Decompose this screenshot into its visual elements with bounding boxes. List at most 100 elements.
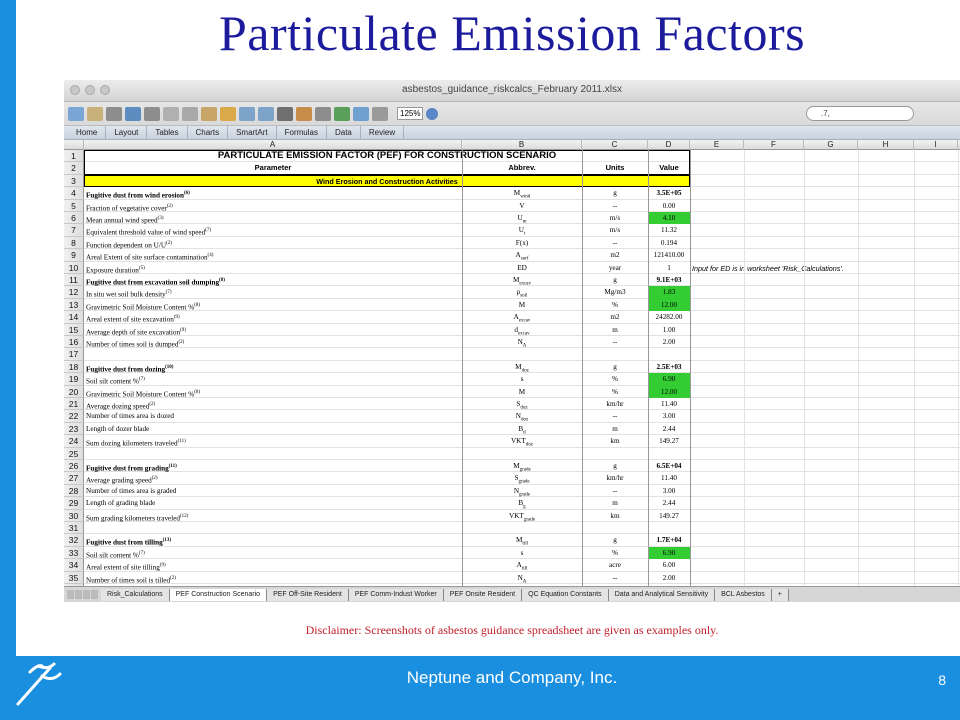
units-cell[interactable]: % <box>612 375 618 384</box>
units-cell[interactable]: g <box>613 362 617 371</box>
close-window-button[interactable] <box>70 85 80 95</box>
units-cell[interactable]: g <box>613 189 617 198</box>
units-cell[interactable]: g <box>613 276 617 284</box>
parameter-cell[interactable]: Gravimetric Soil Moisture Content %(8) <box>86 302 201 312</box>
row-header[interactable]: 16 <box>64 336 84 349</box>
abbrev-cell[interactable]: Mgrade <box>513 462 531 473</box>
ribbon-tab-smartart[interactable]: SmartArt <box>228 125 277 140</box>
abbrev-cell[interactable]: Mtill <box>516 536 528 547</box>
abbrev-cell[interactable]: s <box>520 548 524 557</box>
column-header-f[interactable]: F <box>744 140 804 150</box>
minimize-window-button[interactable] <box>85 85 95 95</box>
cut-icon[interactable] <box>163 106 179 121</box>
toolbox-icon[interactable] <box>353 106 369 121</box>
value-cell[interactable]: 11.32 <box>661 226 677 235</box>
row-header[interactable]: 18 <box>64 360 84 374</box>
abbrev-cell[interactable]: NA <box>517 573 527 585</box>
units-cell[interactable]: -- <box>612 238 618 247</box>
parameter-cell[interactable]: Fugitive dust from dozing(10) <box>86 364 174 374</box>
row-header[interactable]: 5 <box>64 199 84 212</box>
row-header[interactable]: 10 <box>64 261 84 274</box>
row-header[interactable]: 8 <box>64 236 84 250</box>
abbrev-cell[interactable]: Mdoz <box>515 362 529 374</box>
abbrev-cell[interactable]: Ndoz <box>515 412 529 423</box>
abbrev-cell[interactable]: s <box>520 375 524 384</box>
row-header[interactable]: 9 <box>64 249 84 262</box>
row-header[interactable]: 27 <box>64 472 84 485</box>
abbrev-cell[interactable]: Um <box>517 214 527 225</box>
parameter-cell[interactable]: Soil silt content %(7) <box>86 377 145 386</box>
abbrev-cell[interactable]: Mexcav <box>512 276 532 287</box>
units-cell[interactable]: -- <box>612 573 618 582</box>
new-doc-icon[interactable] <box>68 106 84 121</box>
parameter-cell[interactable]: Number of times soil is dumped(2) <box>86 340 185 349</box>
row-header[interactable]: 14 <box>64 311 84 324</box>
value-cell[interactable]: 1.83 <box>648 286 690 299</box>
row-header[interactable]: 34 <box>64 559 84 572</box>
abbrev-cell[interactable]: Sgrade <box>514 474 530 485</box>
units-cell[interactable]: year <box>608 263 622 272</box>
parameter-cell[interactable]: Exposure duration(5) <box>86 265 145 274</box>
abbrev-cell[interactable]: ED <box>517 263 527 272</box>
abbrev-cell[interactable]: Atill <box>516 561 528 572</box>
row-header[interactable]: 3 <box>64 174 84 188</box>
row-header[interactable]: 1 <box>64 150 84 163</box>
redo-icon[interactable] <box>258 106 274 121</box>
sheet-tab[interactable]: Risk_Calculations <box>101 588 170 601</box>
row-header[interactable]: 12 <box>64 286 84 299</box>
format-icon[interactable] <box>220 106 236 121</box>
parameter-cell[interactable]: Gravimetric Soil Moisture Content %(8) <box>86 389 201 398</box>
units-cell[interactable]: -- <box>612 338 618 346</box>
units-cell[interactable]: m <box>612 424 618 433</box>
sheet-tab[interactable]: PEF Off-Site Resident <box>267 588 349 601</box>
parameter-cell[interactable]: Number of times soil is tilled(2) <box>86 575 176 584</box>
next-sheet-button[interactable] <box>83 590 90 599</box>
value-cell[interactable]: 6.00 <box>662 561 676 570</box>
column-header-g[interactable]: G <box>804 140 858 150</box>
row-header[interactable]: 6 <box>64 212 84 225</box>
value-cell[interactable]: 11.40 <box>661 474 677 483</box>
help-icon[interactable] <box>426 107 439 120</box>
value-cell[interactable]: 6.90 <box>648 546 690 560</box>
row-header[interactable]: 33 <box>64 546 84 560</box>
filter-icon[interactable] <box>315 106 331 121</box>
row-header[interactable]: 17 <box>64 348 84 361</box>
sheet-tab[interactable]: + <box>771 588 789 601</box>
value-cell[interactable]: 11.40 <box>661 400 677 408</box>
parameter-cell[interactable]: Fugitive dust from wind erosion(6) <box>86 191 190 200</box>
parameter-cell[interactable]: Areal Extent of site surface contaminati… <box>86 253 214 262</box>
units-cell[interactable]: km <box>610 511 620 520</box>
units-cell[interactable]: % <box>612 548 618 557</box>
column-header-b[interactable]: B <box>462 140 582 150</box>
autosum-icon[interactable] <box>277 106 293 121</box>
abbrev-cell[interactable]: VKTdoz <box>510 437 533 448</box>
parameter-cell[interactable]: Fugitive dust from grading(11) <box>86 464 177 473</box>
parameter-cell[interactable]: Mean annual wind speed(3) <box>86 216 164 225</box>
row-header[interactable]: 22 <box>64 410 84 423</box>
ribbon-tab-charts[interactable]: Charts <box>188 125 229 140</box>
open-icon[interactable] <box>106 106 122 121</box>
units-cell[interactable]: km/hr <box>606 474 624 483</box>
parameter-cell[interactable]: Length of dozer blade <box>86 424 150 433</box>
paste-icon[interactable] <box>201 106 217 121</box>
parameter-cell[interactable]: Number of times area is graded <box>86 486 177 495</box>
abbrev-cell[interactable]: dexcav <box>514 325 530 337</box>
row-header[interactable]: 11 <box>64 274 84 287</box>
value-cell[interactable]: 4.10 <box>648 212 690 225</box>
row-header[interactable]: 23 <box>64 422 84 436</box>
row-header[interactable]: 26 <box>64 460 84 473</box>
units-cell[interactable]: g <box>613 462 617 470</box>
value-cell[interactable]: 2.5E+03 <box>656 362 682 371</box>
row-header[interactable]: 7 <box>64 224 84 237</box>
units-cell[interactable]: -- <box>612 486 618 495</box>
value-cell[interactable]: 12.00 <box>648 298 690 312</box>
value-cell[interactable]: 0.194 <box>660 238 678 247</box>
value-cell[interactable]: 2.00 <box>662 573 676 582</box>
value-cell[interactable]: 2.44 <box>662 424 676 433</box>
parameter-cell[interactable]: Average depth of site excavation(9) <box>86 327 186 336</box>
row-header[interactable]: 29 <box>64 497 84 510</box>
units-cell[interactable]: km <box>610 437 620 446</box>
abbrev-cell[interactable]: Ngrade <box>513 486 531 498</box>
units-cell[interactable]: % <box>612 387 618 396</box>
parameter-cell[interactable]: Function dependent on U/U(2) <box>86 240 172 250</box>
